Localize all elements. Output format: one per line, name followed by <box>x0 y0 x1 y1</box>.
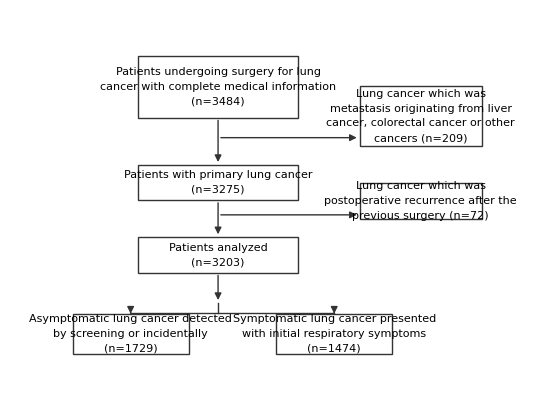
Text: Patients analyzed
(n=3203): Patients analyzed (n=3203) <box>169 243 268 267</box>
FancyBboxPatch shape <box>360 86 482 146</box>
Text: Symptomatic lung cancer presented
with initial respiratory symptoms
(n=1474): Symptomatic lung cancer presented with i… <box>233 314 436 354</box>
Text: Patients with primary lung cancer
(n=3275): Patients with primary lung cancer (n=327… <box>124 170 312 195</box>
Text: Lung cancer which was
metastasis originating from liver
cancer, colorectal cance: Lung cancer which was metastasis origina… <box>326 89 515 143</box>
Text: Asymptomatic lung cancer detected
by screening or incidentally
(n=1729): Asymptomatic lung cancer detected by scr… <box>29 314 232 354</box>
FancyBboxPatch shape <box>72 314 189 354</box>
Text: Patients undergoing surgery for lung
cancer with complete medical information
(n: Patients undergoing surgery for lung can… <box>100 67 336 107</box>
FancyBboxPatch shape <box>138 165 298 200</box>
FancyBboxPatch shape <box>138 56 298 117</box>
FancyBboxPatch shape <box>360 183 482 219</box>
Text: Lung cancer which was
postoperative recurrence after the
previous surgery (n=72): Lung cancer which was postoperative recu… <box>324 181 517 221</box>
FancyBboxPatch shape <box>138 237 298 273</box>
FancyBboxPatch shape <box>276 314 392 354</box>
